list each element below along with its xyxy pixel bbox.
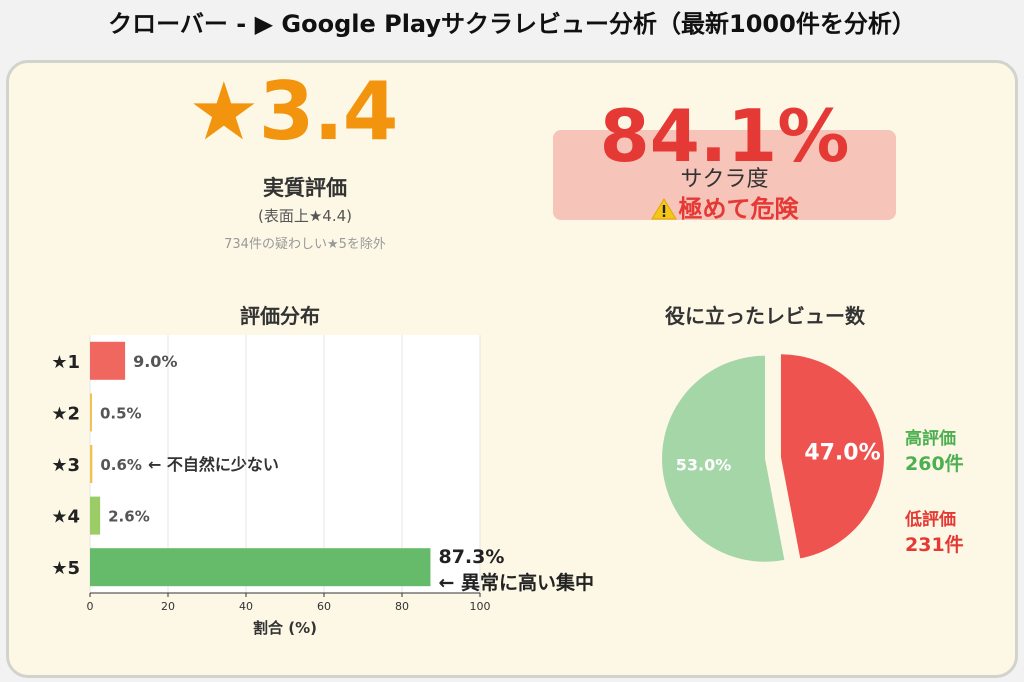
x-tick-label: 100 (470, 600, 491, 613)
data-label: 2.6% (108, 508, 150, 526)
legend-high: 高評価 260件 (905, 424, 964, 476)
excluded-note: 734件の疑わしい★5を除外 (224, 237, 386, 252)
distribution-bar-chart: 0 20 40 60 80 100 割合 (%) ★1 9.0% ★2 0.5% ★3 0.6% ← 不自… (51, 335, 594, 637)
pie-slice (780, 354, 884, 559)
surface-rating: (表面上★4.4) (257, 207, 352, 225)
sakura-percent: 84.1% (599, 94, 850, 178)
data-label: 9.0% (133, 352, 177, 371)
bar (90, 393, 92, 432)
bar (90, 548, 431, 587)
x-tick-label: 0 (87, 600, 94, 613)
bar (90, 496, 101, 535)
helpful-chart-title: 役に立ったレビュー数 (665, 304, 865, 328)
x-axis-label: 割合 (%) (253, 619, 317, 637)
legend-low-name: 低評価 (905, 510, 956, 530)
data-label: 0.6% (100, 456, 142, 474)
pie-label: 47.0% (804, 440, 880, 465)
legend-low-count: 231件 (905, 534, 964, 556)
x-tick-label: 80 (395, 600, 409, 613)
y-tick-label: ★1 (51, 352, 80, 373)
risk-text: 極めて危険 (678, 195, 799, 223)
legend-high-name: 高評価 (905, 429, 956, 449)
helpful-pie-chart: 47.0% 53.0% (662, 354, 884, 562)
pie-label: 53.0% (676, 456, 732, 475)
bar (90, 341, 126, 380)
real-rating-score: ★3.4 (188, 65, 398, 158)
y-tick-label: ★2 (51, 403, 80, 424)
distribution-chart-title: 評価分布 (240, 304, 320, 328)
annotation: ← 異常に高い集中 (438, 571, 594, 594)
risk-level: 極めて危険 (553, 189, 896, 224)
x-tick-label: 40 (239, 600, 253, 613)
data-label: 0.5% (100, 404, 142, 422)
sakura-label: サクラ度 (680, 167, 769, 192)
legend-high-count: 260件 (905, 453, 964, 475)
warning-icon (650, 198, 677, 220)
bar (90, 445, 93, 483)
real-rating-label: 実質評価 (263, 176, 347, 200)
y-tick-label: ★3 (51, 455, 80, 476)
data-label: 87.3% (438, 546, 504, 568)
annotation: ← 不自然に少ない (148, 455, 279, 474)
sakura-box (553, 130, 896, 220)
y-tick-label: ★5 (51, 558, 80, 579)
page-title: クローバー - ▶ Google Playサクラレビュー分析（最新1000件を分… (108, 10, 916, 38)
x-tick-label: 20 (161, 600, 175, 613)
y-tick-label: ★4 (51, 507, 80, 528)
pie-slice (662, 355, 785, 562)
legend-low: 低評価 231件 (905, 505, 964, 557)
x-tick-label: 60 (317, 600, 331, 613)
